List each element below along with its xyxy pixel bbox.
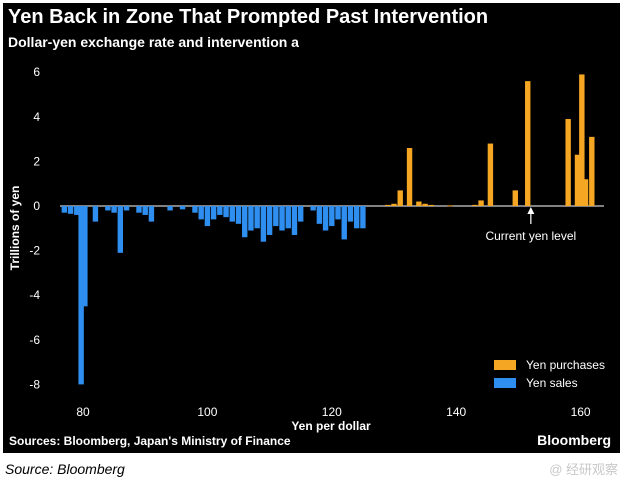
- y-tick-label: 4: [33, 110, 40, 124]
- sales-bar: [335, 206, 341, 220]
- chart-subtitle: Dollar-yen exchange rate and interventio…: [8, 34, 299, 50]
- sales-bar: [273, 206, 279, 227]
- y-tick-label: -4: [29, 288, 40, 302]
- purchase-bar: [416, 201, 422, 206]
- x-tick-label: 100: [197, 405, 217, 419]
- legend-label-purchases: Yen purchases: [526, 358, 605, 372]
- sales-bar: [223, 206, 229, 218]
- sales-bar: [142, 206, 148, 215]
- sales-bar: [67, 206, 74, 214]
- sales-bar: [316, 206, 323, 224]
- bloomberg-logo: Bloomberg: [537, 432, 611, 448]
- legend-label-sales: Yen sales: [526, 376, 578, 390]
- sales-bar: [254, 206, 260, 229]
- purchase-bar: [565, 119, 571, 206]
- purchase-bar: [391, 203, 397, 206]
- sales-bar: [105, 206, 111, 211]
- y-axis-label: Trillions of yen: [8, 186, 22, 271]
- sales-bar: [285, 206, 291, 229]
- purchase-bar: [582, 179, 589, 206]
- x-axis-label: Yen per dollar: [291, 419, 371, 433]
- sales-bar: [310, 206, 316, 211]
- purchase-bar: [487, 143, 494, 206]
- sales-bar: [298, 206, 304, 222]
- sources-note: Sources: Bloomberg, Japan's Ministry of …: [9, 434, 291, 448]
- purchase-bar: [385, 204, 391, 206]
- sales-bar: [322, 206, 329, 231]
- watermark: @ 经研观察: [549, 462, 618, 477]
- sales-bar: [291, 206, 298, 235]
- y-tick-label: -6: [29, 333, 40, 347]
- purchase-bar: [428, 204, 435, 206]
- purchase-bar: [397, 190, 403, 206]
- legend-swatch-sales: [494, 378, 516, 388]
- purchase-bar: [525, 81, 531, 206]
- sales-bar: [82, 206, 88, 307]
- y-tick-label: 6: [33, 65, 40, 79]
- chart-frame: [3, 3, 620, 453]
- y-tick-label: -8: [29, 377, 40, 391]
- image-caption: Source: Bloomberg: [5, 461, 125, 477]
- x-tick-label: 160: [571, 405, 591, 419]
- sales-bar: [74, 206, 80, 215]
- y-tick-label: 2: [33, 154, 40, 168]
- purchase-bar: [406, 148, 413, 206]
- legend-swatch-purchases: [494, 360, 516, 370]
- sales-bar: [279, 206, 285, 231]
- sales-bar: [204, 206, 211, 227]
- sales-bar: [117, 206, 124, 253]
- sales-bar: [111, 206, 117, 213]
- annotation-layer: Current yen level: [485, 207, 576, 243]
- purchase-bar: [512, 190, 518, 206]
- current-level-arrowhead: [527, 207, 535, 214]
- sales-bar: [217, 206, 223, 215]
- sales-bar: [123, 206, 130, 211]
- purchase-bar: [447, 205, 453, 207]
- legend: Yen purchases Yen sales: [494, 358, 605, 390]
- purchase-bar: [579, 74, 585, 207]
- sales-bar: [229, 206, 235, 222]
- sales-bar: [148, 206, 155, 222]
- sales-bar: [266, 206, 273, 235]
- sales-bar: [341, 206, 347, 240]
- sales-bar: [61, 206, 68, 213]
- sales-bar: [242, 206, 248, 238]
- purchase-bar: [478, 200, 484, 206]
- sales-bar: [248, 206, 254, 231]
- current-level-label: Current yen level: [485, 229, 576, 243]
- sales-bar: [78, 206, 84, 385]
- y-tick-label: 0: [33, 199, 40, 213]
- x-tick-label: 80: [76, 405, 90, 419]
- sales-bar: [260, 206, 267, 242]
- sales-bar: [235, 206, 242, 224]
- sales-bar: [167, 206, 173, 211]
- bar-layer: [61, 74, 595, 385]
- purchase-bar: [422, 203, 428, 206]
- chart-title: Yen Back in Zone That Prompted Past Inte…: [8, 6, 489, 28]
- sales-bar: [360, 206, 366, 229]
- sales-bar: [210, 206, 217, 220]
- sales-bar: [136, 206, 142, 213]
- x-tick-label: 140: [446, 405, 466, 419]
- purchase-bar: [589, 136, 595, 206]
- sales-bar: [347, 206, 354, 222]
- sales-bar: [329, 206, 335, 227]
- sales-bar: [353, 206, 360, 229]
- purchase-bar: [574, 154, 581, 206]
- sales-bar: [179, 206, 186, 210]
- tick-label-layer: -8 -6 -4 -2 0 2 4 6 80 100 120 140 160: [29, 65, 591, 419]
- x-tick-label: 120: [322, 405, 342, 419]
- sales-bar: [92, 206, 99, 222]
- purchase-bar: [472, 204, 478, 206]
- y-tick-label: -2: [29, 244, 40, 258]
- sales-bar: [198, 206, 204, 220]
- sales-bar: [192, 206, 198, 213]
